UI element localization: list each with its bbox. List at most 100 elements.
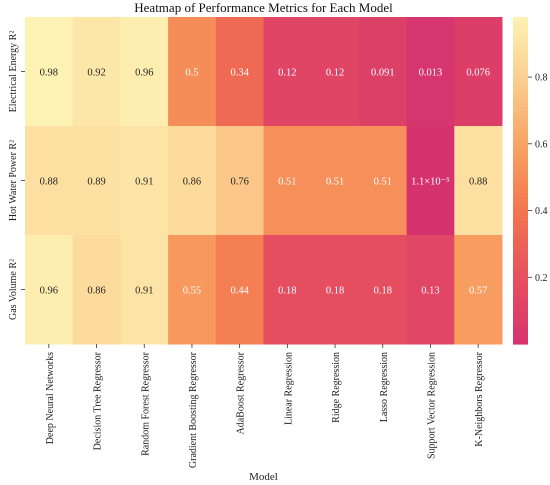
colorbar-segment <box>513 278 528 284</box>
colorbar-segment <box>513 127 528 133</box>
cell-value-label: 0.89 <box>87 177 105 188</box>
cell-value-label: 0.51 <box>374 177 392 188</box>
colorbar-segment <box>513 241 528 247</box>
cell-value-label: 0.18 <box>278 286 296 297</box>
colorbar-segment <box>513 233 528 239</box>
colorbar-segment <box>513 135 528 141</box>
row-labels: Electrical Energy R² Hot Water Power R² Ga… <box>8 31 25 320</box>
heatmap-cell <box>72 17 121 127</box>
heatmap-cell <box>311 235 360 345</box>
heatmap-cell <box>358 235 408 345</box>
heatmap-cell <box>120 17 169 127</box>
cell-value-label: 0.92 <box>87 68 105 79</box>
colorbar-segment <box>513 262 528 267</box>
colorbar-segment <box>513 78 528 83</box>
column-label: Support Vector Regression <box>426 352 437 459</box>
heatmap-cell <box>215 126 264 236</box>
colorbar-segment <box>513 270 528 276</box>
colorbar-segment <box>513 303 528 308</box>
colorbar-segment <box>513 217 528 222</box>
colorbar-segment <box>513 155 528 161</box>
x-axis-label: Model <box>249 471 278 483</box>
cell-value-label: 0.98 <box>40 68 58 79</box>
colorbar-segment <box>513 90 528 96</box>
heatmap-cell <box>72 126 121 236</box>
heatmap-cell <box>120 235 169 345</box>
colorbar-segment <box>513 307 528 312</box>
colorbar-segment <box>513 82 528 88</box>
heatmap-cell <box>263 17 312 127</box>
colorbar-segment <box>513 119 528 124</box>
cell-value-label: 0.12 <box>278 68 296 79</box>
colorbar-segment <box>513 160 528 165</box>
cell-value-label: 0.96 <box>40 286 58 297</box>
colorbar-segment <box>513 249 528 255</box>
colorbar-segment <box>513 327 528 333</box>
column-label: AdaBoost Regressor <box>236 351 247 434</box>
colorbar-tick-label: 0.6 <box>535 139 548 150</box>
column-label: Ridge Regression <box>331 352 342 423</box>
cell-value-label: 0.12 <box>326 68 344 79</box>
heatmap-cell <box>215 17 264 127</box>
colorbar-segment <box>513 37 528 43</box>
colorbar-segment <box>513 61 528 67</box>
cell-value-label: 0.013 <box>419 68 443 79</box>
heatmap-cell <box>406 126 455 236</box>
heatmap-cell <box>454 126 503 236</box>
colorbar-segment <box>513 184 528 190</box>
column-label: K-Neighbors Regressor <box>474 351 485 446</box>
heatmap-cell <box>311 17 360 127</box>
colorbar-segment <box>513 225 528 231</box>
heatmap-cell <box>263 235 312 345</box>
colorbar-segment <box>513 335 528 341</box>
colorbar-segment <box>513 323 528 329</box>
colorbar-segment <box>513 290 528 296</box>
colorbar-segment <box>513 282 528 288</box>
cell-value-label: 0.86 <box>183 177 201 188</box>
column-label: Decision Tree Regressor <box>93 351 104 450</box>
colorbar-segment <box>513 192 528 198</box>
cell-value-label: 0.091 <box>371 68 395 79</box>
cell-value-label: 0.13 <box>421 286 439 297</box>
heatmap-cell <box>454 235 503 345</box>
colorbar-segment <box>513 266 528 272</box>
heatmap-cell <box>25 126 74 236</box>
heatmap-cell <box>406 17 455 127</box>
colorbar-tick-label: 0.2 <box>535 273 548 284</box>
heatmap-cell <box>311 126 360 236</box>
colorbar-segment <box>513 254 528 259</box>
row-label: Hot Water Power R² <box>8 140 19 221</box>
colorbar-segment <box>513 205 528 210</box>
heatmap-cell <box>168 235 217 345</box>
colorbar-segment <box>513 131 528 137</box>
cell-value-label: 0.96 <box>135 68 153 79</box>
heatmap-cell <box>358 17 408 127</box>
row-label: Electrical Energy R² <box>8 31 19 113</box>
colorbar-segment <box>513 147 528 153</box>
colorbar-segment <box>513 331 528 337</box>
cell-value-label: 0.51 <box>278 177 296 188</box>
colorbar-segment <box>513 245 528 251</box>
cell-value-label: 1.1×10⁻⁵ <box>411 177 450 188</box>
heatmap-cell <box>168 17 217 127</box>
cell-value-label: 0.88 <box>40 177 58 188</box>
colorbar-segment <box>513 176 528 182</box>
cell-value-label: 0.5 <box>185 68 198 79</box>
colorbar-segment <box>513 45 528 51</box>
cell-value-label: 0.51 <box>326 177 344 188</box>
colorbar-tick-label: 0.4 <box>535 206 548 217</box>
chart-title: Heatmap of Performance Metrics for Each … <box>134 0 393 15</box>
colorbar-segment <box>513 29 528 34</box>
colorbar-segment <box>513 258 528 263</box>
colorbar: 0.2 0.4 0.6 0.8 <box>513 17 548 345</box>
colorbar-segment <box>513 196 528 202</box>
colorbar-segment <box>513 213 528 218</box>
colorbar-segment <box>513 143 528 149</box>
colorbar-segment <box>513 200 528 206</box>
colorbar-segment <box>513 229 528 235</box>
column-label: Gradient Boosting Regressor <box>188 351 199 468</box>
cell-value-label: 0.18 <box>326 286 344 297</box>
colorbar-segment <box>513 286 528 292</box>
colorbar-segment <box>513 102 528 108</box>
